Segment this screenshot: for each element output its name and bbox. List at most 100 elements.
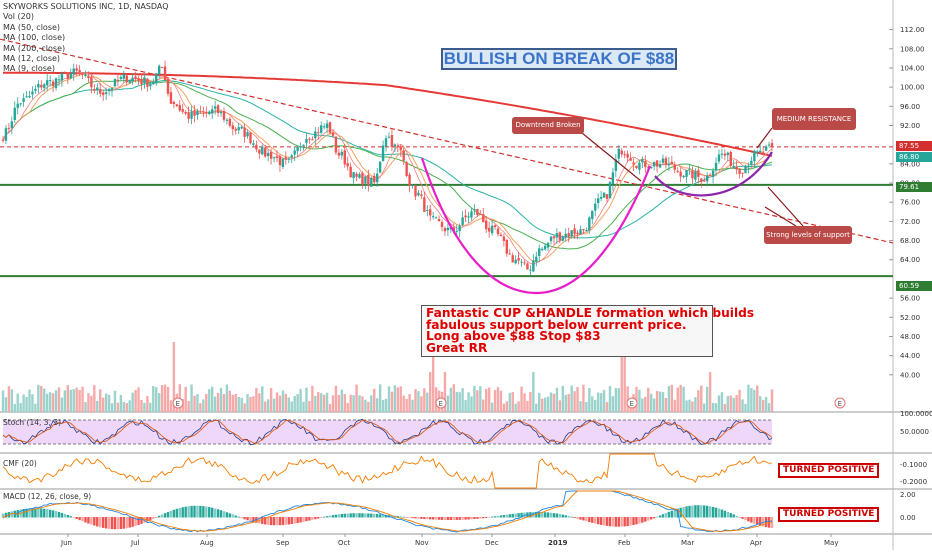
volume-bar [322,394,326,412]
y-tick-label: 40.00 [900,371,920,379]
candle-body [75,68,78,71]
volume-bar [45,393,49,412]
volume-bar [620,342,623,412]
candle-body [1,139,5,141]
macd-bar [396,516,400,518]
macd-bar [190,505,193,518]
macd-bar [278,517,282,526]
candle-body [596,198,600,203]
candle-body [585,230,588,232]
volume-bar [455,391,458,412]
macd-bar [476,517,479,519]
resistance-callout: MEDIUM RESISTANCE [772,108,856,130]
note-line-3: Long above $88 Stop $83 [426,329,601,344]
volume-bar [66,385,70,412]
candle-body [317,132,320,134]
candle-body [543,245,547,250]
candle-body [652,162,656,167]
macd-bar [485,517,488,518]
earnings-marker-label: E [838,400,842,408]
candle-body [602,192,606,198]
volume-bar [703,403,706,412]
macd-bar [178,507,181,518]
macd-bar [411,517,414,519]
macd-bar [502,515,506,518]
macd-bar [505,514,509,518]
volume-bar [576,387,579,412]
volume-bar [558,400,562,412]
candle-body [346,163,349,167]
volume-bar [113,390,117,412]
macd-bar [658,515,662,518]
candle-body [187,112,190,119]
macd-bar [63,513,67,518]
y-tick-label: 68.00 [900,237,920,245]
macd-bar [134,517,137,526]
macd-bar [705,505,709,518]
macd-bar [314,517,317,520]
candle-body [296,146,299,152]
macd-bar [670,510,674,518]
volume-bar [579,401,582,412]
candle-body [446,227,450,231]
candle-body [747,165,750,167]
x-tick-label: Apr [750,539,762,547]
volume-bar [679,384,682,412]
macd-bar [543,512,547,518]
macd-bar [334,514,338,518]
volume-bar [720,392,724,412]
volume-bar [511,392,514,412]
macd-bar [370,513,373,518]
candle-body [720,153,724,155]
resistance-pointer [756,127,773,149]
candle-body [202,111,205,113]
volume-bar [81,386,84,412]
macd-bar [25,508,28,518]
volume-bar [549,392,553,412]
support-callout: Strong levels of support [764,226,852,244]
price-label-support: 79.61 [896,182,932,192]
volume-bar [602,389,606,412]
candle-body [714,162,718,171]
volume-bar [293,395,296,412]
volume-bar [137,387,140,412]
y-tick-label: 84.00 [900,160,920,168]
volume-bar [753,389,756,412]
macd-bar [440,517,444,520]
volume-bar [535,403,538,412]
volume-bar [34,403,37,412]
volume-bar [31,394,34,412]
macd-bar [169,510,173,518]
volume-bar [487,387,491,412]
macd-bar [555,513,559,518]
macd-bar [1,513,5,518]
cmf-label: CMF (20) [3,459,37,468]
volume-bar [28,389,31,412]
candle-body [564,233,567,238]
macd-bar [726,511,730,518]
cmf-line [2,453,773,489]
macd-bar [249,517,252,522]
candle-body [599,196,603,199]
macd-bar [735,515,738,518]
candle-body [66,72,70,79]
candle-body [45,80,49,86]
candle-body [367,174,370,186]
y-tick-label: 92.00 [900,122,920,130]
volume-bar [464,400,467,412]
macd-bar [747,517,750,522]
volume-bar [402,395,405,412]
volume-bar [443,372,447,412]
candle-body [732,165,735,168]
volume-bar [670,384,674,412]
volume-bar [508,392,511,412]
candle-body [104,92,108,94]
candle-body [629,158,632,161]
candle-body [172,101,176,105]
macd-bar [567,515,570,518]
candle-body [582,229,585,231]
ma200-line [3,71,773,157]
volume-bar [523,393,526,412]
candle-body [69,73,72,79]
candle-body [485,220,488,230]
